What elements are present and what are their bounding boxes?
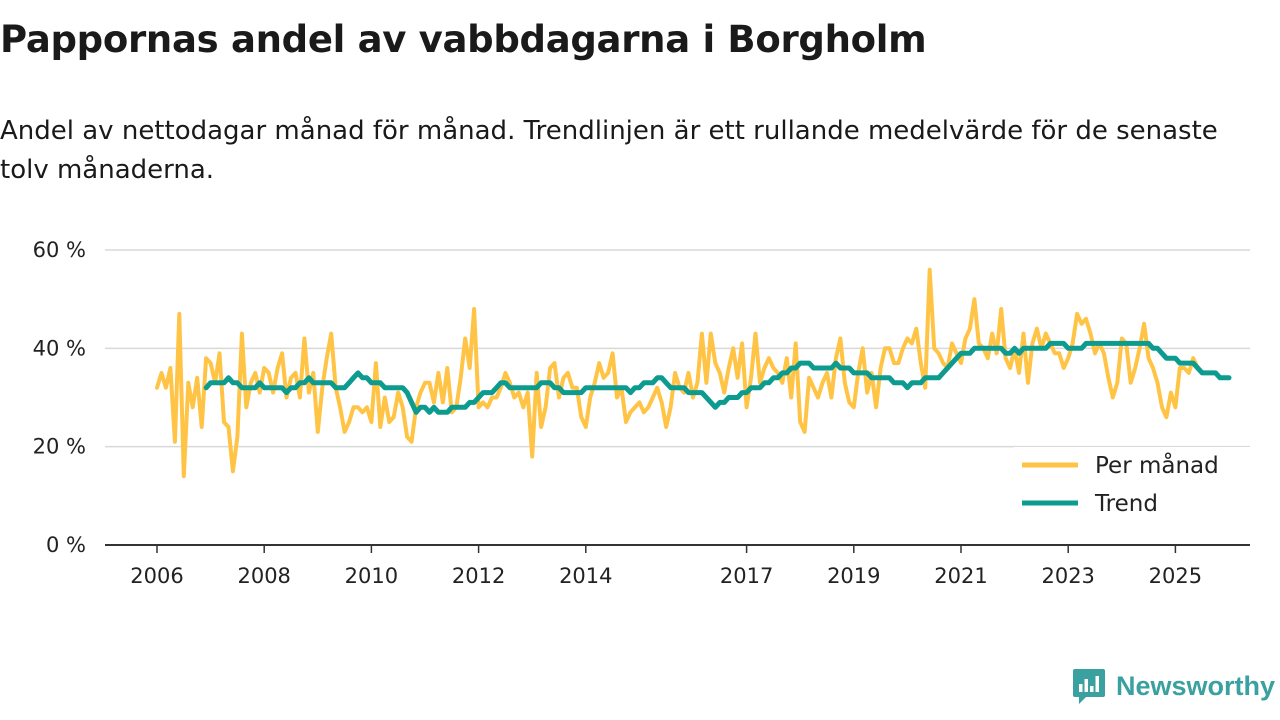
series-lines [155,267,1232,479]
legend: Per månad Trend [1014,447,1250,525]
x-tick-label: 2010 [345,564,398,588]
y-axis-labels: 0 % 20 % 40 % 60 % [33,238,86,557]
grid-lines [105,249,1250,448]
legend-background [1014,447,1250,525]
series-line-trend [203,340,1232,415]
series-line-per-manad [155,267,1209,479]
y-tick-label: 60 % [33,238,86,262]
y-tick-label: 40 % [33,336,86,360]
x-tick-label: 2025 [1149,564,1202,588]
x-tick-label: 2012 [452,564,505,588]
x-tick-label: 2017 [720,564,773,588]
x-tick-label: 2023 [1041,564,1094,588]
x-axis: 2006 2008 2010 2012 2014 2017 2019 2021 2023 2025 [105,544,1250,588]
chart-subtitle: Andel av nettodagar månad för månad. Tre… [0,116,1218,185]
x-tick-label: 2019 [827,564,880,588]
legend-label: Trend [1094,491,1158,517]
legend-label: Per månad [1095,451,1219,479]
chart-title: Pappornas andel av vabbdagarna i Borghol… [0,18,927,61]
newsworthy-logo-icon [1073,669,1105,704]
brand-logo: Newsworthy [1072,666,1275,706]
x-tick-label: 2006 [130,564,183,588]
x-tick-label: 2008 [237,564,290,588]
x-tick-label: 2014 [559,564,612,588]
brand-name: Newsworthy [1116,670,1276,701]
x-tick-label: 2021 [934,564,987,588]
y-tick-label: 0 % [46,533,86,557]
y-tick-label: 20 % [33,435,86,459]
